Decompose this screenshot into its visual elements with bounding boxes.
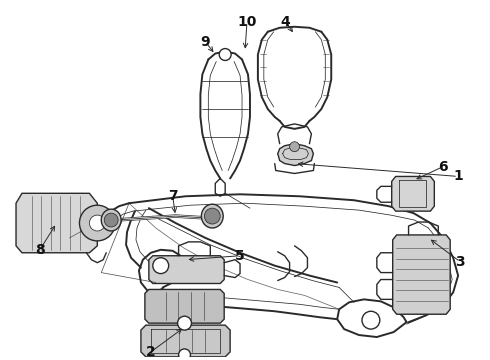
Polygon shape <box>392 176 434 211</box>
Circle shape <box>290 142 299 152</box>
Circle shape <box>219 49 231 60</box>
Circle shape <box>153 258 169 274</box>
Text: 2: 2 <box>146 345 156 359</box>
Circle shape <box>79 205 115 241</box>
Text: 8: 8 <box>35 243 45 257</box>
Text: 1: 1 <box>453 170 463 184</box>
Circle shape <box>177 316 192 330</box>
Circle shape <box>204 208 220 224</box>
Circle shape <box>104 213 118 227</box>
Text: 10: 10 <box>237 15 257 29</box>
Polygon shape <box>278 144 314 166</box>
Text: 6: 6 <box>439 159 448 174</box>
Text: 5: 5 <box>235 249 245 263</box>
Text: 3: 3 <box>455 255 465 269</box>
Text: 9: 9 <box>200 35 210 49</box>
Polygon shape <box>149 256 224 283</box>
Polygon shape <box>145 289 224 323</box>
Text: 4: 4 <box>281 15 291 29</box>
Text: 7: 7 <box>168 189 177 203</box>
Polygon shape <box>16 193 98 253</box>
Circle shape <box>178 349 191 360</box>
Circle shape <box>89 215 105 231</box>
Circle shape <box>362 311 380 329</box>
Polygon shape <box>392 235 450 314</box>
Ellipse shape <box>101 209 121 231</box>
Ellipse shape <box>201 204 223 228</box>
Polygon shape <box>141 325 230 357</box>
